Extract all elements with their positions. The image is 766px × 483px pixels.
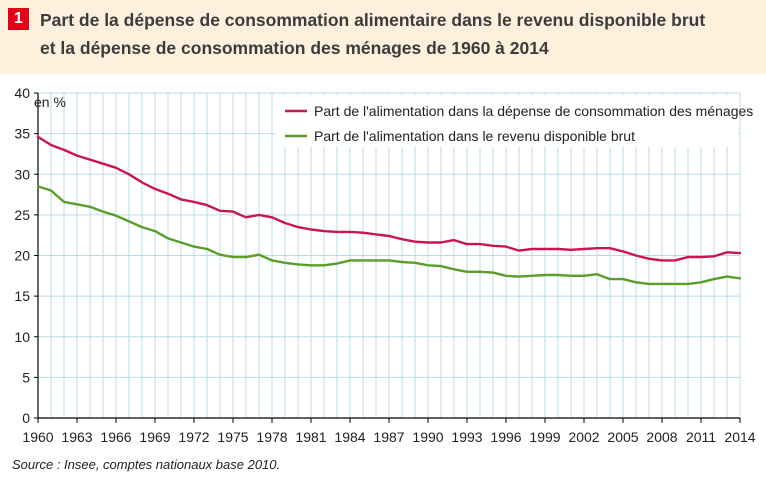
x-tick-label: 2002 <box>568 429 599 445</box>
y-tick-label: 10 <box>14 329 30 345</box>
figure-number-badge: 1 <box>8 8 29 30</box>
y-tick-label: 40 <box>14 85 30 101</box>
title-band <box>0 0 766 74</box>
x-tick-label: 1969 <box>139 429 170 445</box>
x-tick-label: 2014 <box>724 429 755 445</box>
x-tick-label: 1984 <box>334 429 365 445</box>
x-tick-label: 1978 <box>256 429 287 445</box>
x-tick-label: 1999 <box>529 429 560 445</box>
x-tick-label: 1981 <box>295 429 326 445</box>
x-tick-label: 1960 <box>22 429 53 445</box>
x-tick-label: 1963 <box>61 429 92 445</box>
y-axis-label: en % <box>34 94 66 110</box>
x-tick-label: 2008 <box>646 429 677 445</box>
series-lines <box>36 135 742 286</box>
chart-title-line-1: Part de la dépense de consommation alime… <box>40 10 706 30</box>
x-tick-label: 1975 <box>217 429 248 445</box>
legend-label-menages: Part de l'alimentation dans la dépense d… <box>314 103 753 119</box>
y-tick-label: 0 <box>22 410 30 426</box>
y-tick-label: 15 <box>14 288 30 304</box>
y-tick-label: 30 <box>14 166 30 182</box>
legend-label-revenu: Part de l'alimentation dans le revenu di… <box>314 128 635 144</box>
chart-title-line-2: et la dépense de consommation des ménage… <box>40 38 549 58</box>
legend: Part de l'alimentation dans la dépense d… <box>276 95 753 147</box>
x-tick-label: 1972 <box>178 429 209 445</box>
x-tick-label: 2011 <box>686 429 716 445</box>
x-tick-label: 1987 <box>373 429 404 445</box>
x-tick-label: 1966 <box>100 429 131 445</box>
y-tick-label: 35 <box>14 126 30 142</box>
y-tick-label: 20 <box>14 248 30 264</box>
grid <box>37 92 741 418</box>
legend-box <box>276 95 738 147</box>
x-tick-label: 1990 <box>412 429 443 445</box>
x-tick-label: 2005 <box>607 429 638 445</box>
series-line-menages <box>36 135 742 262</box>
y-tick-label: 5 <box>22 369 30 385</box>
series-line-revenu <box>36 185 742 286</box>
x-tick-label: 1993 <box>451 429 482 445</box>
source-note: Source : Insee, comptes nationaux base 2… <box>12 457 281 472</box>
y-tick-label: 25 <box>14 207 30 223</box>
x-tick-label: 1996 <box>490 429 521 445</box>
